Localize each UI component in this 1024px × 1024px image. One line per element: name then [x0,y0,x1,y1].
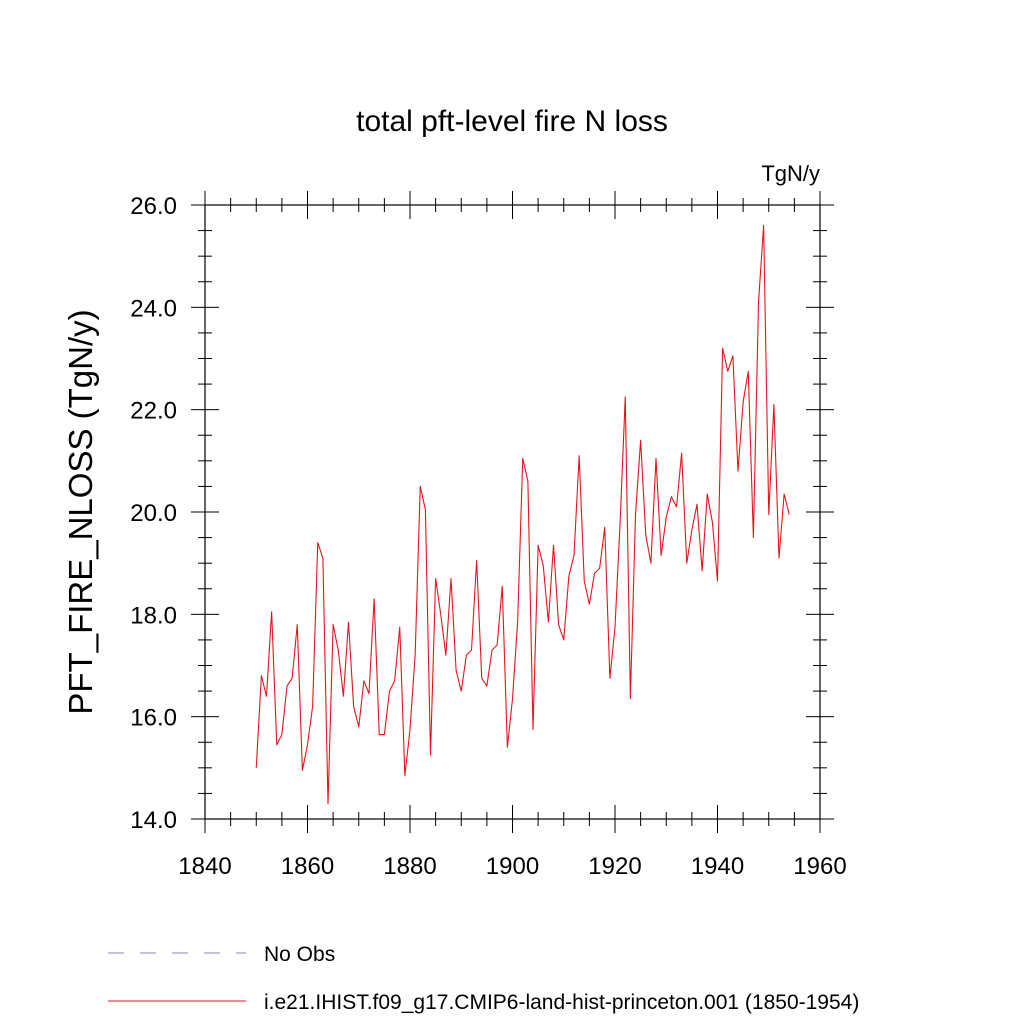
y-axis-label: PFT_FIRE_NLOSS (TgN/y) [62,309,99,714]
y-tick-label: 24.0 [130,295,177,322]
y-tick-label: 16.0 [130,705,177,732]
y-axis: 14.0 16.0 18.0 20.0 22.0 24.0 26.0 [130,193,834,834]
series-layer [255,224,790,805]
legend-label: No Obs [264,943,335,966]
y-tick-label: 22.0 [130,398,177,425]
x-tick-label: 1860 [281,853,334,880]
x-tick-label: 1940 [691,853,744,880]
x-tick-label: 1900 [486,853,539,880]
series-line [255,224,790,805]
legend: No Obs i.e21.IHIST.f09_g17.CMIP6-land-his… [108,943,859,1014]
plot-frame [204,204,821,820]
x-axis: 1840 1860 1880 1900 1920 1940 1960 [178,191,847,880]
legend-label: i.e21.IHIST.f09_g17.CMIP6-land-hist-prin… [264,991,859,1014]
y-tick-label: 20.0 [130,500,177,527]
y-tick-label: 18.0 [130,602,177,629]
chart-title: total pft-level fire N loss [356,105,668,138]
y-tick-label: 14.0 [130,807,177,834]
x-tick-label: 1840 [178,853,231,880]
y-tick-label: 26.0 [130,193,177,220]
x-tick-label: 1960 [793,853,846,880]
units-label: TgN/y [761,161,820,186]
x-tick-label: 1880 [383,853,436,880]
x-tick-label: 1920 [588,853,641,880]
